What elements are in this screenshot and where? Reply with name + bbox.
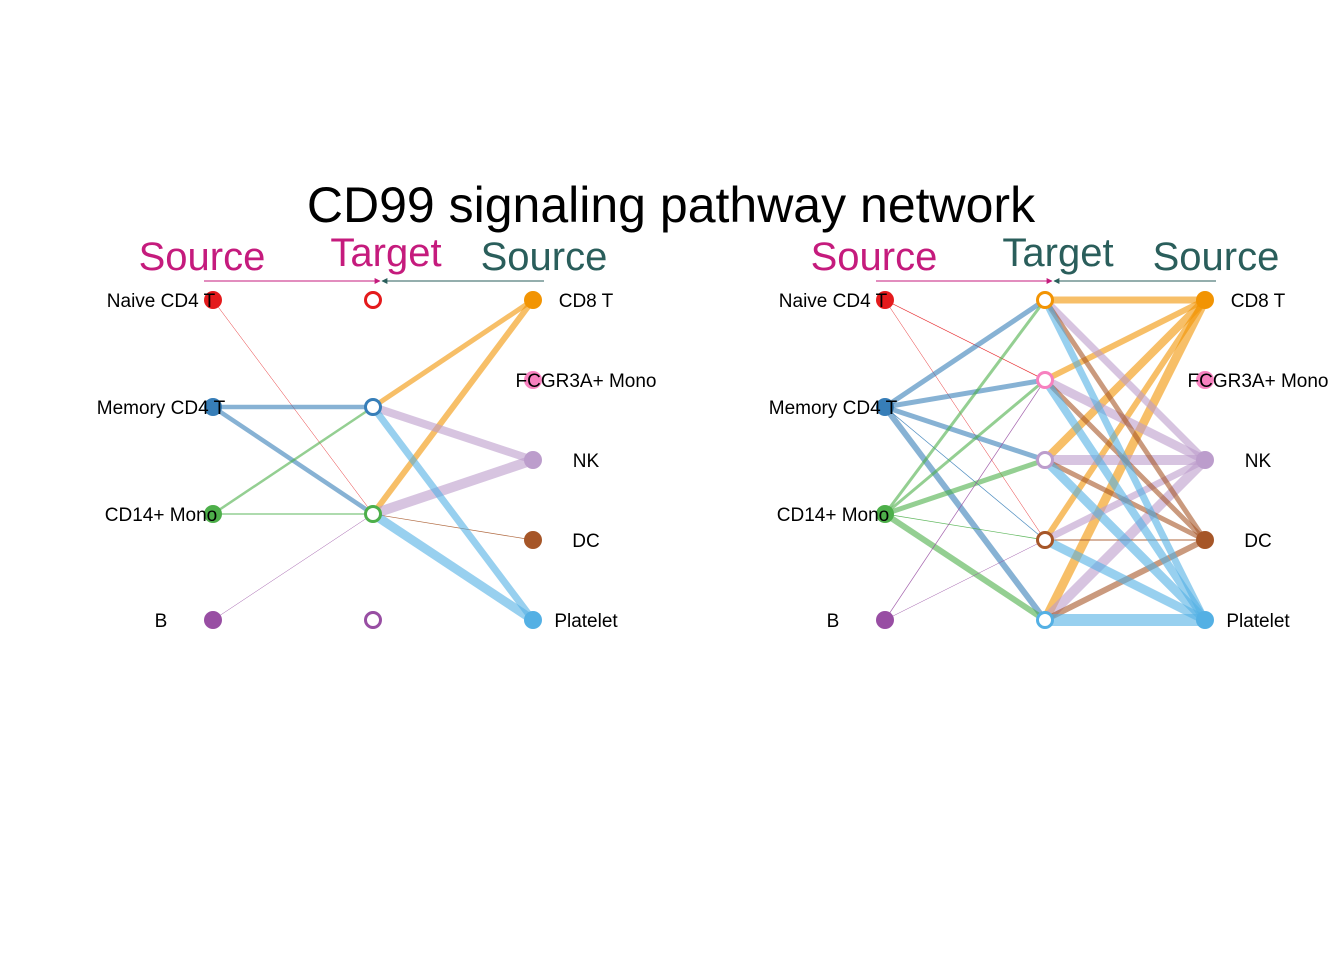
source-label-platelet: Platelet — [554, 611, 618, 632]
source-label-memory_cd4_t: Memory CD4 T — [769, 398, 898, 419]
source-label-nk: NK — [573, 451, 600, 472]
header-source-left: Source — [139, 235, 266, 279]
edge-nk-to-memory_cd4_t — [371, 403, 535, 464]
edge-cd8_t-to-cd14_mono — [370, 298, 536, 516]
edge-platelet-to-dc — [1042, 535, 1208, 625]
edge-dc-to-cd8_t — [1042, 298, 1208, 542]
edge-naive_cd4_t-to-dc — [884, 299, 1046, 541]
edge-nk-to-cd8_t — [1042, 297, 1208, 463]
source-node-memory_cd4_t — [204, 398, 222, 416]
edge-memory_cd4_t-to-platelet — [882, 405, 1048, 622]
header-source-right: Source — [1153, 235, 1280, 279]
source-label-cd14_mono: CD14+ Mono — [105, 505, 217, 526]
labels: Naive CD4 T Memory CD4 T CD14+ Mono B CD8 T F… — [769, 291, 1329, 632]
source-node-fcgr3a_mono — [1196, 371, 1214, 389]
source-node-b — [204, 611, 222, 629]
edge-b-to-cd14_mono — [212, 513, 374, 621]
target-node-naive_cd4_t — [364, 291, 382, 309]
source-node-fcgr3a_mono — [524, 371, 542, 389]
source-node-dc — [524, 531, 542, 549]
header-target: Target — [330, 231, 441, 275]
target-node-nk — [1036, 451, 1054, 469]
target-node-cd8_t — [1036, 291, 1054, 309]
source-node-platelet — [1196, 611, 1214, 629]
nodes — [204, 291, 542, 629]
source-node-cd14_mono — [876, 505, 894, 523]
source-node-cd14_mono — [204, 505, 222, 523]
edge-cd14_mono-to-cd8_t — [883, 299, 1047, 515]
edge-nk-to-cd14_mono — [371, 455, 535, 519]
edge-platelet-to-cd8_t — [1041, 298, 1209, 622]
edge-memory_cd4_t-to-nk — [884, 404, 1046, 463]
edge-memory_cd4_t-to-cd8_t — [883, 297, 1047, 410]
edges — [882, 296, 1210, 626]
source-node-naive_cd4_t — [204, 291, 222, 309]
source-label-naive_cd4_t: Naive CD4 T — [779, 291, 888, 312]
source-node-nk — [524, 451, 542, 469]
edge-dc-to-cd14_mono — [372, 513, 534, 541]
source-node-cd8_t — [1196, 291, 1214, 309]
chart-title: CD99 signaling pathway network — [307, 177, 1036, 233]
left-network-panel: Naive CD4 T Memory CD4 T CD14+ Mono B CD8 T F… — [97, 291, 657, 632]
edge-platelet-to-cd14_mono — [370, 510, 536, 624]
header-source-left: Source — [811, 235, 938, 279]
source-label-b: B — [155, 611, 168, 632]
edge-b-to-fcgr3a_mono — [884, 379, 1046, 621]
source-label-naive_cd4_t: Naive CD4 T — [107, 291, 216, 312]
source-label-nk: NK — [1245, 451, 1272, 472]
source-node-platelet — [524, 611, 542, 629]
source-node-memory_cd4_t — [876, 398, 894, 416]
edge-b-to-dc — [884, 539, 1046, 621]
target-node-fcgr3a_mono — [1036, 371, 1054, 389]
target-node-dc — [1036, 531, 1054, 549]
source-node-nk — [1196, 451, 1214, 469]
header-target: Target — [1002, 231, 1113, 275]
source-label-memory_cd4_t: Memory CD4 T — [97, 398, 226, 419]
edge-memory_cd4_t-to-fcgr3a_mono — [884, 377, 1046, 410]
target-node-b — [364, 611, 382, 629]
target-node-cd14_mono — [364, 505, 382, 523]
edge-cd8_t-to-fcgr3a_mono — [1043, 297, 1207, 383]
edge-cd14_mono-to-memory_cd4_t — [212, 405, 374, 516]
target-node-platelet — [1036, 611, 1054, 629]
header-source-right: Source — [481, 235, 608, 279]
source-label-dc: DC — [1244, 531, 1271, 552]
source-node-naive_cd4_t — [876, 291, 894, 309]
edge-platelet-to-fcgr3a_mono — [1041, 377, 1209, 623]
edge-cd14_mono-to-platelet — [883, 511, 1047, 623]
source-label-cd8_t: CD8 T — [1231, 291, 1286, 312]
edge-naive_cd4_t-to-fcgr3a_mono — [884, 299, 1046, 381]
nodes — [876, 291, 1214, 629]
edge-platelet-to-memory_cd4_t — [370, 404, 536, 623]
source-label-fcgr3a_mono: FCGR3A+ Mono — [516, 371, 657, 392]
source-label-b: B — [827, 611, 840, 632]
left-panel-headers: Source Target Source — [139, 231, 608, 284]
edges — [211, 297, 536, 624]
edge-cd14_mono-to-fcgr3a_mono — [884, 378, 1046, 516]
edge-cd8_t-to-memory_cd4_t — [371, 297, 535, 410]
labels: Naive CD4 T Memory CD4 T CD14+ Mono B CD8 T F… — [97, 291, 657, 632]
edge-cd14_mono-to-nk — [884, 457, 1046, 517]
source-node-cd8_t — [524, 291, 542, 309]
edge-memory_cd4_t-to-dc — [884, 406, 1046, 541]
source-label-cd8_t: CD8 T — [559, 291, 614, 312]
edge-platelet-to-nk — [1041, 456, 1209, 624]
source-label-dc: DC — [572, 531, 599, 552]
source-label-platelet: Platelet — [1226, 611, 1290, 632]
right-network-panel: Naive CD4 T Memory CD4 T CD14+ Mono B CD8 T F… — [769, 291, 1329, 632]
target-node-memory_cd4_t — [364, 398, 382, 416]
right-panel-headers: Source Target Source — [811, 231, 1280, 284]
source-node-b — [876, 611, 894, 629]
source-label-fcgr3a_mono: FCGR3A+ Mono — [1188, 371, 1329, 392]
source-node-dc — [1196, 531, 1214, 549]
source-label-cd14_mono: CD14+ Mono — [777, 505, 889, 526]
edge-cd14_mono-to-dc — [884, 513, 1046, 541]
